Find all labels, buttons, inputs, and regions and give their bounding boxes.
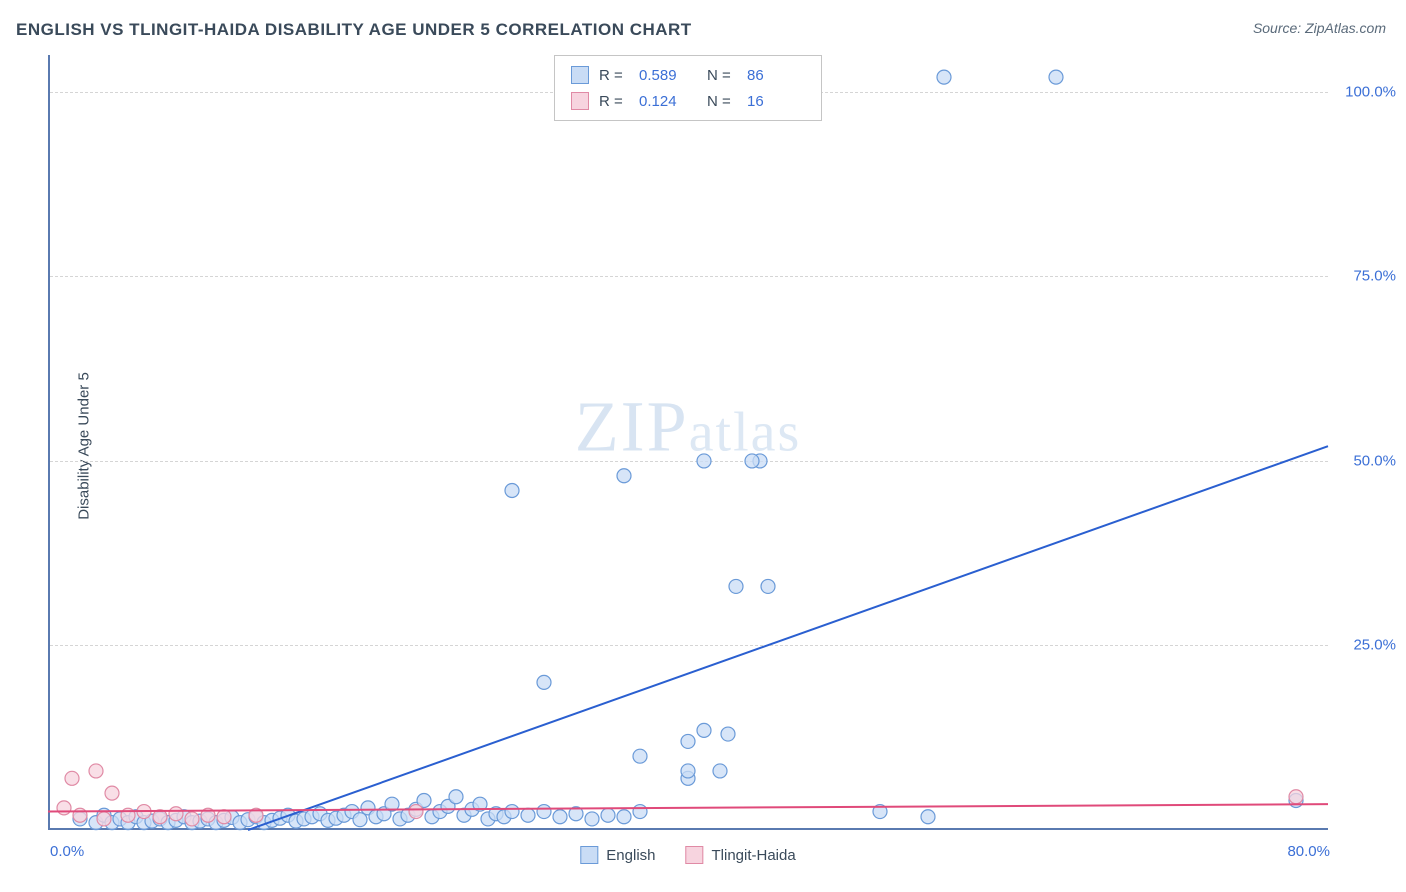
x-tick-label: 80.0% — [1287, 843, 1330, 860]
data-point — [409, 805, 423, 819]
data-point — [761, 579, 775, 593]
data-point — [505, 483, 519, 497]
legend-item: Tlingit-Haida — [686, 846, 796, 864]
data-point — [681, 764, 695, 778]
trend-line — [48, 804, 1328, 811]
legend-n-value: 16 — [747, 93, 805, 110]
data-point — [681, 734, 695, 748]
data-point — [617, 469, 631, 483]
legend-r-label: R = — [599, 67, 629, 84]
legend-swatch — [686, 846, 704, 864]
data-point — [633, 805, 647, 819]
y-tick-label: 50.0% — [1353, 452, 1396, 469]
source-value: ZipAtlas.com — [1305, 20, 1386, 36]
data-point — [521, 808, 535, 822]
legend-item: English — [580, 846, 655, 864]
data-point — [617, 810, 631, 824]
plot-svg — [48, 55, 1328, 830]
legend-r-value: 0.124 — [639, 93, 697, 110]
chart-area: ZIPatlas 25.0%50.0%75.0%100.0%0.0%80.0% … — [48, 55, 1328, 830]
data-point — [1289, 790, 1303, 804]
y-tick-label: 25.0% — [1353, 637, 1396, 654]
data-point — [937, 70, 951, 84]
data-point — [217, 810, 231, 824]
data-point — [97, 812, 111, 826]
legend-row: R = 0.124 N = 16 — [571, 88, 805, 114]
data-point — [745, 454, 759, 468]
legend-r-label: R = — [599, 93, 629, 110]
data-point — [697, 723, 711, 737]
legend-swatch — [580, 846, 598, 864]
legend-series: English Tlingit-Haida — [580, 846, 795, 864]
data-point — [633, 749, 647, 763]
data-point — [729, 579, 743, 593]
data-point — [89, 764, 103, 778]
data-point — [537, 805, 551, 819]
data-point — [601, 808, 615, 822]
data-point — [105, 786, 119, 800]
data-point — [553, 810, 567, 824]
legend-label: English — [606, 847, 655, 864]
y-tick-label: 75.0% — [1353, 268, 1396, 285]
trend-line — [248, 446, 1328, 830]
data-point — [713, 764, 727, 778]
legend-correlation: R = 0.589 N = 86 R = 0.124 N = 16 — [554, 55, 822, 121]
data-point — [185, 812, 199, 826]
legend-n-value: 86 — [747, 67, 805, 84]
legend-n-label: N = — [707, 67, 737, 84]
source-label: Source: — [1253, 20, 1301, 36]
data-point — [721, 727, 735, 741]
legend-row: R = 0.589 N = 86 — [571, 62, 805, 88]
data-point — [1049, 70, 1063, 84]
data-point — [697, 454, 711, 468]
data-point — [57, 801, 71, 815]
data-point — [585, 812, 599, 826]
legend-swatch — [571, 92, 589, 110]
data-point — [921, 810, 935, 824]
y-tick-label: 100.0% — [1345, 83, 1396, 100]
chart-title: ENGLISH VS TLINGIT-HAIDA DISABILITY AGE … — [16, 20, 692, 40]
legend-label: Tlingit-Haida — [712, 847, 796, 864]
legend-n-label: N = — [707, 93, 737, 110]
x-tick-label: 0.0% — [50, 843, 84, 860]
data-point — [169, 807, 183, 821]
data-point — [505, 805, 519, 819]
legend-r-value: 0.589 — [639, 67, 697, 84]
legend-swatch — [571, 66, 589, 84]
source-attribution: Source: ZipAtlas.com — [1253, 20, 1386, 36]
data-point — [65, 771, 79, 785]
data-point — [449, 790, 463, 804]
data-point — [537, 675, 551, 689]
